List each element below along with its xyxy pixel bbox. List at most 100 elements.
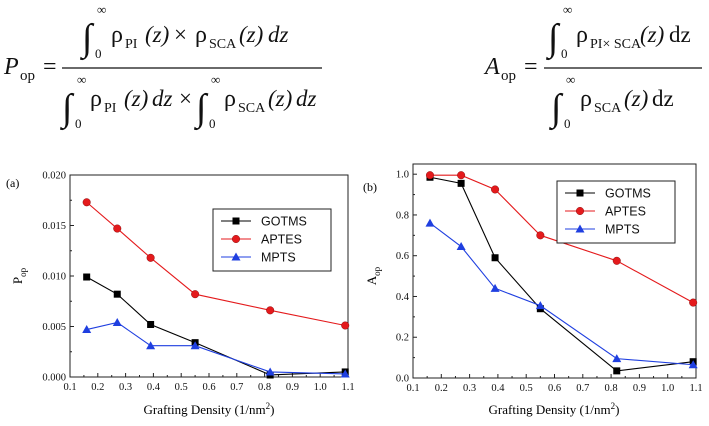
chart-b-xtick-label: 0.8	[605, 383, 618, 394]
formula-a-op: A op = ∫ ∞ 0 ρ PI× SCA (z) dz ∫ ∞ 0 ρ SC…	[483, 2, 702, 131]
p-op-num-dz: dz	[268, 22, 289, 47]
a-op-num-arg: (z)	[640, 22, 664, 47]
chart-b-ytick-label: 0.6	[396, 251, 409, 262]
a-op-subscript: op	[501, 68, 516, 84]
p-op-den-rho2: ρ	[224, 86, 236, 112]
a-op-num-lower: 0	[561, 46, 568, 61]
chart-a-xtick-label: 1.0	[314, 382, 327, 393]
legend-mpts-label: MPTS	[261, 251, 296, 265]
chart-a-frame	[69, 174, 349, 378]
chart-b-ytick-label: 0.4	[396, 292, 410, 303]
a-op-symbol: A	[483, 54, 500, 80]
formula-p-op: P op = ∫ ∞ 0 ρ PI (z) × ρ SCA (z) dz ∫ ∞…	[3, 2, 322, 131]
legend-gotms-marker	[232, 217, 240, 225]
chart-b-xtick-label: 0.1	[406, 383, 419, 394]
p-op-den-times: ×	[179, 86, 192, 111]
chart-a-xtick-label: 0.8	[258, 382, 271, 393]
chart-a-series-aptes-point	[82, 198, 91, 207]
chart-b-xtick-label: 0.7	[576, 383, 589, 394]
legend-mpts-marker	[231, 252, 241, 261]
chart-b-xtick-label: 0.2	[435, 383, 448, 394]
chart-a: (a) Grafting Density (1/nm2) Pop 0.1 0.2 0…	[6, 171, 355, 418]
chart-a-series-mpts-point	[82, 325, 92, 334]
p-op-den-arg1: (z)	[124, 86, 148, 111]
chart-b-series-gotms-point	[613, 367, 621, 375]
chart-b-series-aptes-point	[689, 298, 698, 307]
chart-b-series-gotms-line	[429, 176, 694, 372]
chart-b-series-aptes-line	[429, 174, 694, 304]
chart-a-ytick-label: 0.000	[42, 373, 66, 384]
a-op-den-integral-icon: ∫	[549, 87, 564, 131]
p-op-num-sub-pi: PI	[125, 37, 138, 52]
chart-a-series-gotms-line	[86, 276, 346, 376]
a-op-den-lower: 0	[564, 116, 571, 131]
chart-a-series-aptes-point	[191, 290, 200, 299]
legend-aptes-marker	[576, 206, 585, 215]
chart-a-legend: GOTMS APTES MPTS	[212, 208, 332, 272]
chart-a-xtick-label: 0.7	[230, 382, 243, 393]
p-op-num-arg2: (z)	[239, 22, 263, 47]
chart-a-series-mpts-point	[340, 369, 350, 378]
chart-b: (b) Grafting Density (1/nm2) Aop 0.1 0.2 0…	[363, 163, 703, 417]
chart-b-panel-label: (b)	[363, 180, 377, 194]
a-op-den-dz: dz	[652, 86, 674, 111]
chart-b-xtick-label: 0.3	[463, 383, 476, 394]
chart-b-ytick-label: 1.0	[396, 170, 409, 181]
chart-a-series-mpts-line	[86, 321, 346, 375]
chart-b-xlabel: Grafting Density (1/nm2)	[489, 401, 620, 417]
chart-a-series-aptes-point	[146, 253, 155, 262]
p-op-den-rho1: ρ	[90, 86, 102, 112]
chart-a-series-aptes-line	[86, 201, 346, 327]
chart-a-xlabel: Grafting Density (1/nm2)	[144, 401, 275, 417]
chart-a-ytick-label: 0.005	[42, 322, 66, 333]
p-op-equals: =	[43, 54, 57, 80]
chart-a-xtick-label: 0.9	[286, 382, 299, 393]
chart-b-xtick-label: 0.4	[491, 383, 505, 394]
chart-b-series-gotms-point	[491, 254, 499, 262]
chart-b-series-mpts-point	[535, 301, 545, 310]
chart-b-series-aptes-point	[457, 171, 466, 180]
chart-b-series-mpts-point	[456, 242, 466, 251]
p-op-den-lower1: 0	[75, 116, 82, 131]
p-op-num-sub-sca: SCA	[209, 37, 237, 52]
p-op-num-lower: 0	[95, 46, 102, 61]
chart-b-ytick-label: 0.2	[396, 333, 409, 344]
p-op-num-rho2: ρ	[195, 22, 207, 48]
chart-b-xtick-label: 0.6	[548, 383, 561, 394]
chart-b-series-mpts-point	[688, 360, 698, 369]
p-op-den-arg2: (z)	[268, 86, 292, 111]
chart-b-series-aptes-point	[491, 185, 500, 194]
chart-b-legend: GOTMS APTES MPTS	[556, 180, 676, 244]
a-op-num-sub: PI× SCA	[590, 37, 642, 52]
legend-gotms-label: GOTMS	[605, 187, 651, 201]
chart-a-ylabel: Pop	[10, 267, 28, 284]
chart-a-xtick-label: 0.4	[147, 382, 161, 393]
chart-b-series-mpts-point	[612, 354, 622, 363]
legend-aptes-label: APTES	[605, 205, 646, 219]
chart-b-series-gotms-point	[457, 179, 465, 187]
p-op-num-integral-icon: ∫	[80, 17, 95, 61]
chart-a-ytick-label: 0.015	[42, 221, 66, 232]
legend-aptes-label: APTES	[261, 233, 302, 247]
chart-a-ytick-label: 0.010	[42, 272, 66, 283]
p-op-den-dz2: dz	[296, 86, 317, 111]
p-op-den-integral1-icon: ∫	[60, 87, 75, 131]
a-op-num-rho: ρ	[576, 22, 588, 48]
chart-b-series-aptes-point	[425, 171, 434, 180]
chart-b-series-mpts-point	[490, 283, 500, 292]
chart-a-series-mpts-point	[190, 341, 200, 350]
chart-b-ytick-label: 0.0	[396, 374, 409, 385]
a-op-num-upper: ∞	[563, 2, 572, 17]
p-op-symbol: P	[3, 54, 19, 80]
chart-b-series-aptes-point	[536, 231, 545, 240]
chart-a-panel-label: (a)	[6, 176, 19, 190]
chart-b-xtick-label: 1.1	[689, 383, 702, 394]
p-op-den-lower2: 0	[209, 116, 216, 131]
chart-a-xtick-label: 0.3	[119, 382, 132, 393]
a-op-den-sub: SCA	[594, 101, 622, 116]
chart-b-series-mpts-point	[425, 218, 435, 227]
chart-b-xtick-label: 0.9	[633, 383, 646, 394]
a-op-den-rho: ρ	[580, 86, 592, 112]
chart-b-ytick-label: 0.8	[396, 210, 409, 221]
